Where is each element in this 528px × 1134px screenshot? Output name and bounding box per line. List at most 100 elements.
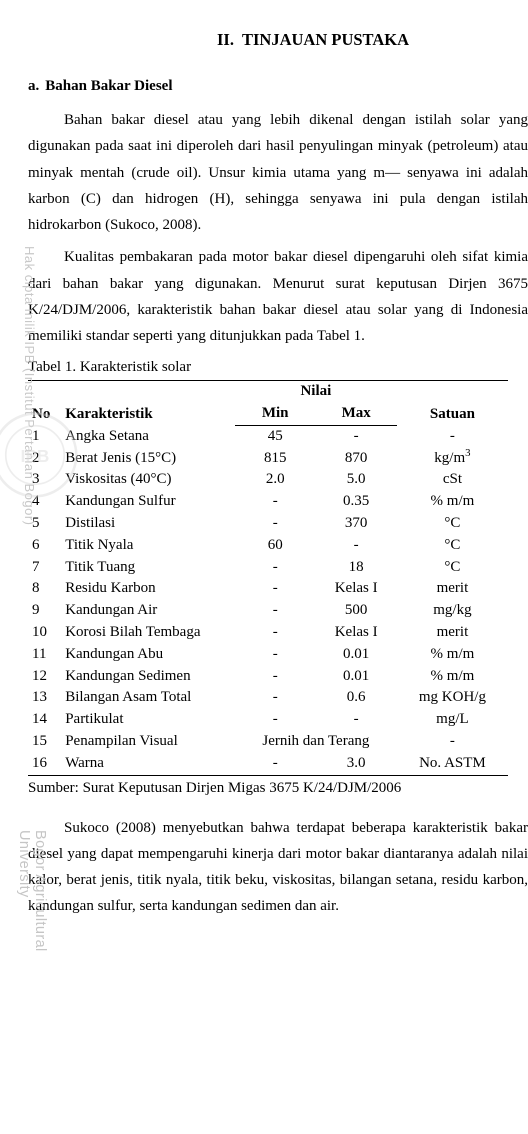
cell-max: 18 [315, 557, 396, 579]
cell-unit: - [397, 425, 508, 447]
cell-unit: mg/L [397, 709, 508, 731]
cell-max: - [315, 535, 396, 557]
cell-min: - [235, 687, 316, 709]
cell-min-max: Jernih dan Terang [235, 731, 397, 753]
cell-no: 14 [28, 709, 61, 731]
cell-min: - [235, 578, 316, 600]
cell-min: - [235, 491, 316, 513]
table-row: 5Distilasi-370°C [28, 513, 508, 535]
cell-unit: No. ASTM [397, 753, 508, 775]
chapter-heading: II.TINJAUAN PUSTAKA [28, 30, 528, 50]
cell-min: - [235, 557, 316, 579]
table-row: 11Kandungan Abu-0.01% m/m [28, 644, 508, 666]
cell-unit: mg/kg [397, 600, 508, 622]
table-row: 6Titik Nyala60-°C [28, 535, 508, 557]
paragraph-1: Bahan bakar diesel atau yang lebih diken… [28, 107, 528, 238]
cell-min: - [235, 644, 316, 666]
col-max: Max [315, 403, 396, 425]
col-characteristic: Karakteristik [61, 381, 235, 426]
cell-max: 870 [315, 448, 396, 470]
cell-max: 0.6 [315, 687, 396, 709]
cell-unit: merit [397, 622, 508, 644]
table-row: 1Angka Setana45-- [28, 425, 508, 447]
cell-unit: cSt [397, 469, 508, 491]
cell-characteristic: Bilangan Asam Total [61, 687, 235, 709]
table-row: 3Viskositas (40°C)2.05.0cSt [28, 469, 508, 491]
col-unit: Satuan [397, 381, 508, 426]
cell-no: 4 [28, 491, 61, 513]
cell-min: - [235, 600, 316, 622]
cell-min: 45 [235, 425, 316, 447]
cell-no: 3 [28, 469, 61, 491]
cell-unit: °C [397, 557, 508, 579]
cell-max: 370 [315, 513, 396, 535]
section-letter: a. [28, 78, 39, 94]
cell-no: 1 [28, 425, 61, 447]
cell-characteristic: Titik Nyala [61, 535, 235, 557]
table-row: 8Residu Karbon-Kelas Imerit [28, 578, 508, 600]
table-row: 2Berat Jenis (15°C)815870kg/m3 [28, 448, 508, 470]
cell-max: 0.01 [315, 666, 396, 688]
cell-characteristic: Penampilan Visual [61, 731, 235, 753]
cell-no: 16 [28, 753, 61, 775]
characteristics-table: No Karakteristik Nilai Satuan Min Max 1A… [28, 380, 508, 775]
cell-no: 5 [28, 513, 61, 535]
cell-max: 3.0 [315, 753, 396, 775]
cell-characteristic: Partikulat [61, 709, 235, 731]
cell-no: 8 [28, 578, 61, 600]
table-row: 9Kandungan Air-500mg/kg [28, 600, 508, 622]
cell-characteristic: Viskositas (40°C) [61, 469, 235, 491]
cell-characteristic: Kandungan Abu [61, 644, 235, 666]
col-group-nilai: Nilai [235, 381, 397, 403]
cell-no: 13 [28, 687, 61, 709]
cell-characteristic: Kandungan Sulfur [61, 491, 235, 513]
cell-max: 0.35 [315, 491, 396, 513]
cell-min: - [235, 622, 316, 644]
table-source: Sumber: Surat Keputusan Dirjen Migas 367… [28, 778, 528, 799]
cell-unit: % m/m [397, 666, 508, 688]
cell-characteristic: Kandungan Sedimen [61, 666, 235, 688]
cell-unit: % m/m [397, 491, 508, 513]
cell-max: 5.0 [315, 469, 396, 491]
section-title: Bahan Bakar Diesel [45, 78, 172, 94]
cell-min: 815 [235, 448, 316, 470]
col-no: No [28, 381, 61, 426]
cell-characteristic: Titik Tuang [61, 557, 235, 579]
cell-no: 12 [28, 666, 61, 688]
cell-min: - [235, 666, 316, 688]
cell-max: Kelas I [315, 578, 396, 600]
cell-min: - [235, 709, 316, 731]
cell-characteristic: Berat Jenis (15°C) [61, 448, 235, 470]
cell-min: - [235, 513, 316, 535]
table-body: 1Angka Setana45--2Berat Jenis (15°C)8158… [28, 425, 508, 775]
table-row: 12Kandungan Sedimen-0.01% m/m [28, 666, 508, 688]
table-row: 15Penampilan VisualJernih dan Terang- [28, 731, 508, 753]
cell-max: - [315, 425, 396, 447]
table-header: No Karakteristik Nilai Satuan Min Max [28, 381, 508, 426]
table-row: 4Kandungan Sulfur-0.35% m/m [28, 491, 508, 513]
cell-no: 6 [28, 535, 61, 557]
cell-unit: mg KOH/g [397, 687, 508, 709]
chapter-number: II. [217, 30, 234, 49]
cell-characteristic: Korosi Bilah Tembaga [61, 622, 235, 644]
cell-no: 10 [28, 622, 61, 644]
cell-unit: °C [397, 535, 508, 557]
cell-max: Kelas I [315, 622, 396, 644]
table-row: 13Bilangan Asam Total-0.6mg KOH/g [28, 687, 508, 709]
cell-min: 60 [235, 535, 316, 557]
table-row: 16Warna-3.0No. ASTM [28, 753, 508, 775]
cell-characteristic: Distilasi [61, 513, 235, 535]
cell-min: - [235, 753, 316, 775]
paragraph-3: Sukoco (2008) menyebutkan bahwa terdapat… [28, 815, 528, 920]
cell-no: 9 [28, 600, 61, 622]
cell-no: 15 [28, 731, 61, 753]
table-row: 7Titik Tuang-18°C [28, 557, 508, 579]
cell-characteristic: Kandungan Air [61, 600, 235, 622]
table-row: 10Korosi Bilah Tembaga-Kelas Imerit [28, 622, 508, 644]
paragraph-2: Kualitas pembakaran pada motor bakar die… [28, 244, 528, 349]
cell-unit: °C [397, 513, 508, 535]
cell-characteristic: Residu Karbon [61, 578, 235, 600]
cell-characteristic: Warna [61, 753, 235, 775]
cell-no: 7 [28, 557, 61, 579]
cell-unit: kg/m3 [397, 448, 508, 470]
